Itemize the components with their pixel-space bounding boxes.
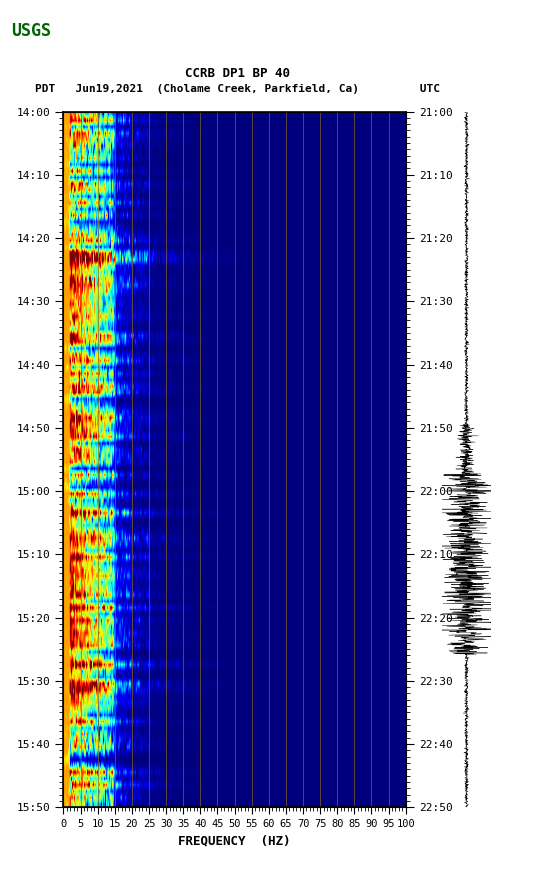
Text: PDT   Jun19,2021  (Cholame Creek, Parkfield, Ca)         UTC: PDT Jun19,2021 (Cholame Creek, Parkfield…	[35, 84, 440, 94]
Text: USGS: USGS	[11, 22, 51, 40]
Text: CCRB DP1 BP 40: CCRB DP1 BP 40	[185, 67, 290, 80]
X-axis label: FREQUENCY  (HZ): FREQUENCY (HZ)	[178, 835, 291, 847]
